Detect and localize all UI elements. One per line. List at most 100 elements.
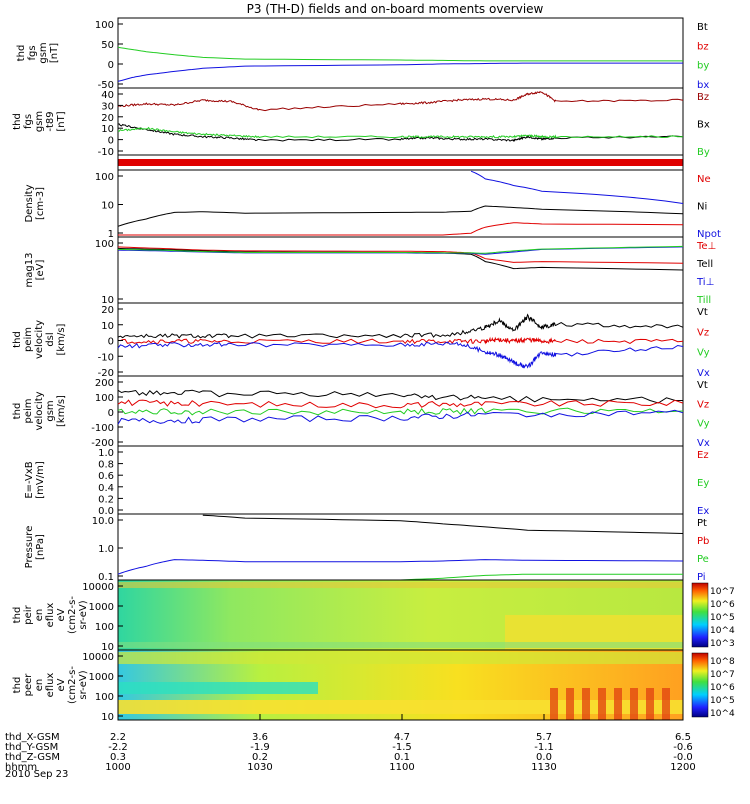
panel-6-series-vz bbox=[117, 336, 684, 345]
panel-7-series-vz bbox=[117, 399, 684, 409]
panel-7-ytick: 100 bbox=[95, 393, 114, 404]
panel-6-legend-vt: Vt bbox=[697, 307, 708, 318]
panel-4-ylabel: Density [cm-3] bbox=[24, 184, 46, 222]
panel-7-ylabel-line: thd bbox=[12, 403, 23, 420]
panel-9-legend-pb: Pb bbox=[697, 536, 709, 547]
xaxis-row-value: 5.7 bbox=[536, 732, 552, 743]
panel-9-ytick: 1.0 bbox=[98, 544, 114, 555]
panel-11-burst bbox=[662, 688, 670, 720]
panel-5-series-till bbox=[117, 245, 684, 254]
panel-2-ytick: -10 bbox=[98, 147, 114, 158]
panel-9-series-pi bbox=[117, 559, 684, 575]
xaxis-row-label: thd_X-GSM bbox=[5, 732, 60, 743]
panel-1-ytick: 100 bbox=[95, 20, 114, 31]
panel-4-ytick: 1 bbox=[108, 229, 114, 240]
panel-11-colorbar-tick: 10^8 bbox=[710, 657, 735, 667]
panel-5-frame bbox=[117, 236, 684, 304]
panel-1-ytick: -50 bbox=[98, 80, 114, 91]
panel-11-ytick: 100 bbox=[95, 692, 114, 703]
quality-flag-bar bbox=[118, 159, 683, 166]
panel-10-ylabel-line: eflux bbox=[45, 603, 56, 628]
panel-10-colorbar-tick: 10^6 bbox=[710, 600, 735, 610]
xaxis-row-label: hhmm bbox=[5, 762, 37, 773]
panel-5-ylabel-line: [eV] bbox=[35, 260, 46, 281]
xaxis-row-value: 1100 bbox=[389, 762, 414, 773]
panel-8-ylabel-line: E=-VxB bbox=[24, 461, 35, 498]
panel-10-colorbar bbox=[691, 582, 709, 648]
panel-2-ylabel-line: thd bbox=[12, 113, 23, 130]
panel-6-ytick: -10 bbox=[98, 352, 114, 363]
panel-5-ytick: 100 bbox=[95, 239, 114, 250]
panel-9-ylabel-line: Pressure bbox=[24, 526, 35, 569]
panel-10-ylabel-line: thd bbox=[12, 607, 23, 624]
panel-4-series-ne bbox=[118, 222, 684, 236]
panel-4-ytick: 100 bbox=[95, 172, 114, 183]
panel-4-legend-ni: Ni bbox=[697, 202, 707, 213]
xaxis-row-value: 1000 bbox=[105, 762, 130, 773]
panel-11-burst bbox=[598, 688, 606, 720]
panel-11-ylabel-line: eV bbox=[56, 678, 67, 691]
panel-11-ytick: 10000 bbox=[82, 652, 114, 663]
panel-4-ylabel-line: [cm-3] bbox=[35, 187, 46, 220]
panel-1-series-by bbox=[117, 46, 683, 62]
panel-4-series-npot bbox=[470, 170, 684, 204]
panel-2-ytick: 10 bbox=[101, 124, 114, 135]
panel-10-band bbox=[118, 582, 683, 588]
panel-1-ytick: 0 bbox=[108, 60, 114, 71]
panel-6-ylabel: thd peim velocity dsl [km/s] bbox=[12, 320, 67, 359]
panel-10-ytick: 10000 bbox=[82, 582, 114, 593]
panel-6-series-vt bbox=[117, 313, 684, 339]
panel-11-ylabel: thd peer en eflux eV (cm2-s-sr-eV) bbox=[12, 666, 89, 704]
panel-10-ylabel-line: en bbox=[34, 609, 45, 622]
panel-6-ytick: 20 bbox=[101, 305, 114, 316]
panel-4-legend-ne: Ne bbox=[697, 174, 711, 185]
panel-11-burst bbox=[550, 688, 558, 720]
panel-9-ytick: 0.1 bbox=[98, 572, 114, 583]
panel-11-burst bbox=[614, 688, 622, 720]
panel-7-series-vx bbox=[117, 409, 684, 425]
panel-9-legend-pi: Pi bbox=[697, 572, 706, 583]
panel-1-ylabel-line: fgs bbox=[27, 45, 38, 60]
panel-6-legend-vx: Vx bbox=[697, 368, 710, 379]
panel-9-ylabel-line: [nPa] bbox=[35, 534, 46, 560]
panel-5-legend-ti: Ti⊥ bbox=[696, 277, 714, 288]
panel-10-band bbox=[118, 642, 683, 648]
panel-10-ytick: 100 bbox=[95, 622, 114, 633]
panel-9-frame bbox=[117, 513, 684, 581]
xaxis-date: 2010 Sep 23 bbox=[5, 769, 68, 780]
panel-4-ytick: 10 bbox=[101, 201, 114, 212]
panel-5-series-te bbox=[117, 246, 684, 264]
panel-8-frame bbox=[117, 445, 684, 515]
panel-11-ylabel-line: peer bbox=[23, 673, 34, 697]
panel-4-series-ni bbox=[117, 205, 684, 227]
panel-8-legend-ez: Ez bbox=[697, 450, 709, 461]
panel-6-ylabel-line: [km/s] bbox=[56, 323, 67, 355]
panel-11-ytick: 1000 bbox=[89, 672, 114, 683]
panel-8-ylabel-line: [mV/m] bbox=[35, 461, 46, 499]
panel-9-series-pt bbox=[202, 514, 684, 534]
panel-11-burst bbox=[646, 688, 654, 720]
panel-6-ylabel-line: velocity bbox=[34, 320, 45, 359]
panel-1-legend-bx: bx bbox=[697, 80, 709, 91]
panel-8-ytick: 0.4 bbox=[98, 483, 114, 494]
panel-11-colorbar bbox=[691, 652, 709, 718]
panel-10-ytick: 10 bbox=[101, 642, 114, 653]
panel-4-frame bbox=[117, 169, 684, 238]
xaxis-row-value: -1.1 bbox=[534, 742, 554, 753]
panel-5-ylabel-line: mag13 bbox=[24, 253, 35, 288]
panel-7-legend-vx: Vx bbox=[697, 438, 710, 449]
panel-2-legend-bx: Bx bbox=[697, 120, 710, 131]
panel-7-legend-vt: Vt bbox=[697, 380, 708, 391]
panel-7-series-vt bbox=[117, 389, 684, 404]
panel-6-ytick: 0 bbox=[108, 337, 114, 348]
panel-10-ylabel: thd peir en eflux eV (cm2-s-sr-eV) bbox=[12, 596, 89, 634]
panel-11-ylabel-line: sr-eV) bbox=[78, 670, 89, 699]
panel-10-colorbar-tick: 10^4 bbox=[710, 626, 735, 636]
xaxis-row-label: thd_Z-GSM bbox=[5, 752, 60, 763]
panel-2-ytick: 20 bbox=[101, 113, 114, 124]
panel-2-ylabel: thd fgs gsm -t89 [nT] bbox=[12, 111, 67, 132]
panel-2-series-bz bbox=[117, 90, 684, 112]
panel-7-ytick: 0 bbox=[108, 408, 114, 419]
panel-7-ylabel-line: peim bbox=[23, 398, 34, 423]
